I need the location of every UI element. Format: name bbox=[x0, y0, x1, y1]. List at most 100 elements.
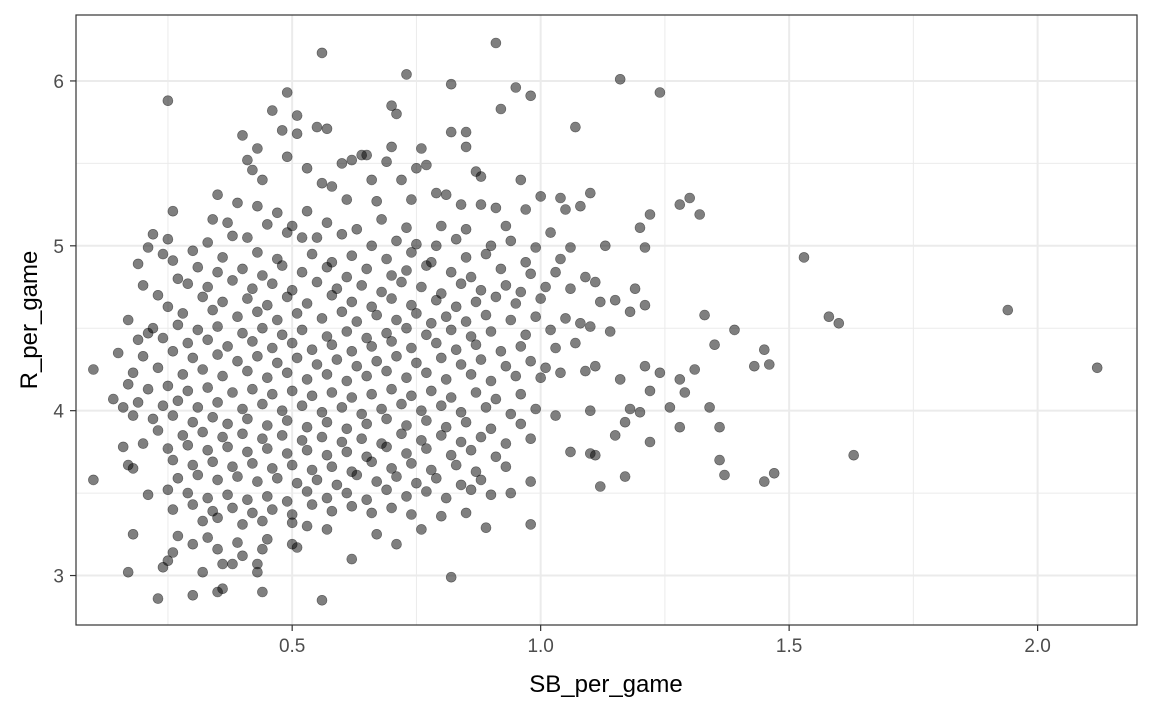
data-point bbox=[207, 456, 218, 468]
data-point bbox=[232, 197, 243, 209]
x-tick-label: 2.0 bbox=[1024, 636, 1050, 657]
data-point bbox=[271, 207, 283, 219]
data-point bbox=[565, 446, 576, 458]
data-point bbox=[237, 550, 248, 562]
data-point bbox=[257, 398, 268, 410]
data-point bbox=[157, 332, 169, 344]
data-point bbox=[167, 547, 179, 558]
data-point bbox=[127, 410, 139, 421]
data-point bbox=[639, 360, 651, 372]
data-point bbox=[247, 458, 258, 469]
data-point bbox=[202, 444, 213, 456]
data-point bbox=[401, 491, 412, 502]
data-point bbox=[247, 164, 258, 176]
data-point bbox=[351, 469, 363, 481]
data-point bbox=[202, 334, 213, 346]
data-point bbox=[207, 214, 218, 225]
data-point bbox=[366, 240, 378, 252]
data-point bbox=[242, 154, 253, 166]
data-point bbox=[316, 431, 328, 443]
data-point bbox=[212, 349, 223, 360]
data-point bbox=[445, 266, 457, 278]
data-point bbox=[137, 438, 149, 449]
data-point bbox=[1091, 362, 1103, 374]
data-point bbox=[381, 253, 392, 265]
data-point bbox=[291, 308, 303, 319]
data-point bbox=[565, 242, 576, 253]
data-point bbox=[833, 317, 845, 329]
data-point bbox=[480, 248, 492, 260]
data-point bbox=[182, 337, 194, 349]
data-point bbox=[212, 189, 223, 200]
data-point bbox=[580, 271, 591, 283]
data-point bbox=[212, 266, 223, 278]
data-point bbox=[222, 217, 233, 228]
data-point bbox=[624, 403, 636, 415]
data-point bbox=[237, 130, 248, 141]
data-point bbox=[187, 499, 199, 510]
data-point bbox=[515, 174, 527, 186]
data-point bbox=[535, 293, 547, 304]
data-point bbox=[485, 326, 497, 337]
data-point bbox=[634, 406, 646, 418]
data-point bbox=[202, 281, 213, 293]
data-point bbox=[187, 589, 199, 601]
data-point bbox=[679, 387, 691, 398]
data-point bbox=[406, 247, 417, 258]
data-point bbox=[237, 428, 248, 440]
data-point bbox=[654, 367, 666, 379]
data-point bbox=[222, 418, 233, 430]
data-point bbox=[376, 286, 387, 298]
data-point bbox=[435, 400, 447, 412]
data-point bbox=[177, 430, 189, 441]
data-point bbox=[182, 278, 194, 290]
data-point bbox=[321, 449, 333, 461]
data-point bbox=[381, 441, 392, 453]
data-point bbox=[421, 329, 432, 341]
data-point bbox=[416, 143, 427, 154]
data-point bbox=[222, 341, 233, 352]
data-point bbox=[351, 360, 363, 372]
data-point bbox=[371, 309, 383, 321]
data-point bbox=[356, 433, 368, 445]
data-point bbox=[202, 492, 213, 504]
data-point bbox=[470, 466, 482, 478]
data-point bbox=[664, 402, 676, 413]
data-point bbox=[430, 187, 442, 199]
panel-border bbox=[75, 14, 1138, 626]
data-point bbox=[386, 463, 397, 474]
data-point bbox=[276, 329, 288, 341]
data-point bbox=[167, 255, 179, 266]
data-point bbox=[152, 425, 164, 436]
data-point bbox=[296, 400, 308, 412]
data-point bbox=[490, 202, 502, 214]
data-point bbox=[257, 586, 268, 598]
data-point bbox=[182, 439, 194, 451]
data-point bbox=[217, 370, 228, 382]
data-point bbox=[386, 293, 397, 304]
data-point bbox=[440, 421, 452, 433]
data-point bbox=[396, 276, 407, 288]
data-point bbox=[252, 306, 263, 318]
data-point bbox=[266, 105, 278, 116]
data-point bbox=[301, 520, 313, 532]
data-point bbox=[465, 331, 477, 342]
data-point bbox=[470, 339, 482, 351]
data-point bbox=[584, 405, 596, 417]
data-point bbox=[421, 367, 432, 379]
data-point bbox=[177, 308, 189, 319]
data-point bbox=[500, 461, 512, 473]
data-point bbox=[301, 421, 313, 433]
data-point bbox=[480, 522, 492, 534]
data-point bbox=[376, 403, 387, 415]
data-point bbox=[311, 359, 323, 370]
data-point bbox=[798, 252, 810, 263]
data-point bbox=[704, 402, 715, 413]
y-tick-label: 4 bbox=[53, 402, 64, 423]
data-point bbox=[167, 205, 179, 217]
data-point bbox=[500, 438, 512, 449]
x-tick-label: 1.0 bbox=[527, 636, 553, 657]
data-point bbox=[475, 171, 487, 182]
data-point bbox=[411, 163, 422, 174]
